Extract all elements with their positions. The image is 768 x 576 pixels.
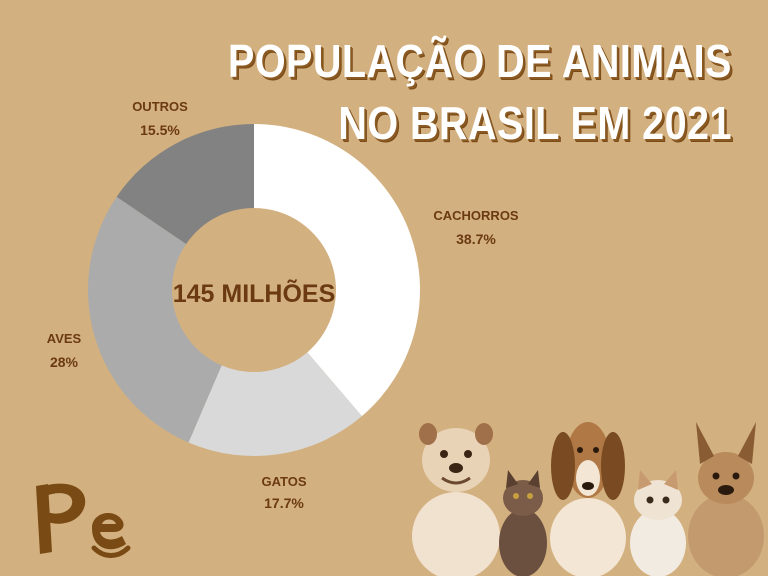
- slice-label-cachorros: CACHORROS: [433, 208, 519, 223]
- pets-illustration: [412, 422, 764, 576]
- kitten-icon: [499, 470, 547, 576]
- chart-title: POPULAÇÃO DE ANIMAIS NO BRASIL EM 2021: [228, 30, 732, 154]
- donut-center-total: 145 MILHÕES: [173, 278, 336, 308]
- chart-title-line-1: POPULAÇÃO DE ANIMAIS: [228, 35, 732, 87]
- brand-logo-pe: [36, 483, 131, 558]
- slice-aves: [88, 196, 222, 443]
- slice-cachorros: [254, 124, 420, 417]
- kitten-icon: [630, 470, 686, 576]
- bulldog-icon: [412, 423, 500, 576]
- french-bulldog-icon: [688, 422, 764, 576]
- slice-value-cachorros: 38.7%: [456, 231, 496, 247]
- slice-labels: CACHORROS 38.7% GATOS 17.7% AVES 28% OUTROS 15.…: [47, 99, 519, 511]
- donut-slices: [88, 124, 420, 456]
- slice-label-aves: AVES: [47, 331, 82, 346]
- slice-label-gatos: GATOS: [261, 474, 306, 489]
- slice-label-outros: OUTROS: [132, 99, 188, 114]
- basset-hound-icon: [550, 422, 626, 576]
- slice-value-outros: 15.5%: [140, 122, 180, 138]
- slice-gatos: [188, 352, 362, 456]
- chart-title-line-2: NO BRASIL EM 2021: [338, 97, 732, 149]
- slice-value-gatos: 17.7%: [264, 495, 304, 511]
- slice-outros: [116, 124, 254, 244]
- slice-value-aves: 28%: [50, 354, 79, 370]
